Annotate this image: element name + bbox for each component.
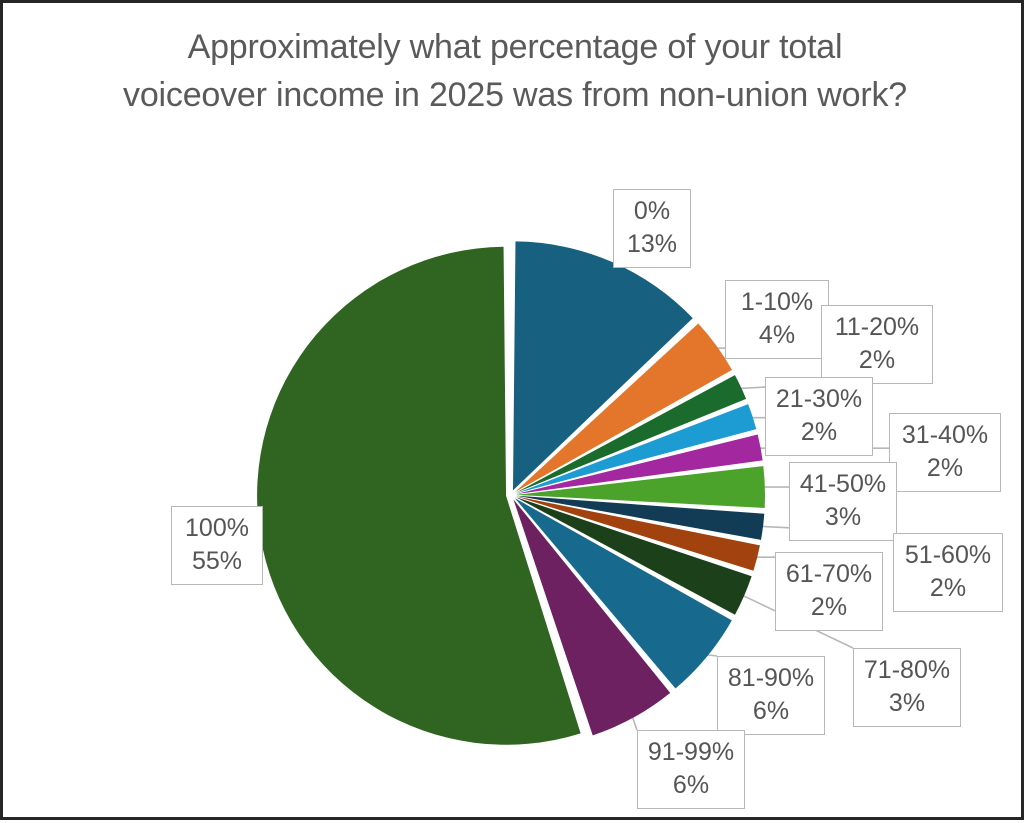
pie-slice-8[interactable] [515, 496, 752, 615]
pie-label-11[interactable]: 100% 55% [171, 506, 263, 585]
pie-slice-2[interactable] [515, 375, 747, 493]
pie-label-10-category: 91-99% [647, 738, 735, 766]
pie-chart [257, 241, 765, 745]
pie-slice-7[interactable] [515, 496, 760, 571]
pie-label-8[interactable]: 71-80% 3% [853, 648, 961, 727]
pie-label-7[interactable]: 61-70% 2% [775, 552, 883, 631]
pie-label-6[interactable]: 51-60% 2% [893, 533, 1003, 612]
pie-label-1[interactable]: 1-10% 4% [725, 280, 829, 359]
pie-label-8-category: 71-80% [863, 656, 951, 684]
pie-label-4-value: 2% [926, 454, 964, 482]
pie-label-8-value: 3% [888, 689, 926, 717]
pie-slice-5[interactable] [515, 466, 765, 508]
pie-slice-6[interactable] [515, 495, 765, 540]
pie-label-5-category: 41-50% [799, 470, 887, 498]
pie-label-9-value: 6% [752, 697, 790, 725]
pie-slice-1[interactable] [515, 323, 733, 493]
pie-label-10[interactable]: 91-99% 6% [637, 730, 745, 809]
pie-label-0-value: 13% [626, 230, 678, 258]
pie-label-7-value: 2% [810, 593, 848, 621]
pie-label-5-value: 3% [824, 503, 862, 531]
pie-label-5[interactable]: 41-50% 3% [789, 462, 897, 541]
pie-label-1-value: 4% [758, 321, 796, 349]
pie-label-4[interactable]: 31-40% 2% [889, 413, 1001, 492]
pie-label-0-category: 0% [633, 197, 671, 225]
pie-slice-11[interactable] [257, 246, 581, 745]
pie-label-0[interactable]: 0% 13% [613, 189, 691, 268]
pie-label-11-category: 100% [185, 514, 249, 542]
chart-title: Approximately what percentage of your to… [123, 28, 907, 114]
pie-label-9-category: 81-90% [727, 664, 815, 692]
pie-label-9[interactable]: 81-90% 6% [717, 656, 825, 735]
pie-slice-4[interactable] [515, 434, 763, 495]
pie-label-2-category: 11-20% [834, 313, 920, 341]
pie-label-3-category: 21-30% [775, 385, 863, 413]
pie-label-2-value: 2% [858, 346, 896, 374]
pie-slice-10[interactable] [513, 499, 671, 736]
pie-slice-9[interactable] [514, 498, 732, 689]
pie-label-3[interactable]: 21-30% 2% [765, 377, 873, 456]
pie-label-1-category: 1-10% [740, 288, 814, 316]
pie-slice-3[interactable] [515, 404, 757, 494]
pie-label-3-value: 2% [800, 418, 838, 446]
pie-slice-0[interactable] [512, 241, 693, 491]
pie-label-10-value: 6% [672, 771, 710, 799]
pie-label-4-category: 31-40% [901, 421, 989, 449]
pie-label-6-value: 2% [929, 574, 967, 602]
pie-label-7-category: 61-70% [785, 560, 873, 588]
pie-label-6-category: 51-60% [904, 541, 992, 569]
pie-label-11-value: 55% [191, 547, 243, 575]
pie-label-2[interactable]: 11-20% 2% [821, 305, 933, 384]
